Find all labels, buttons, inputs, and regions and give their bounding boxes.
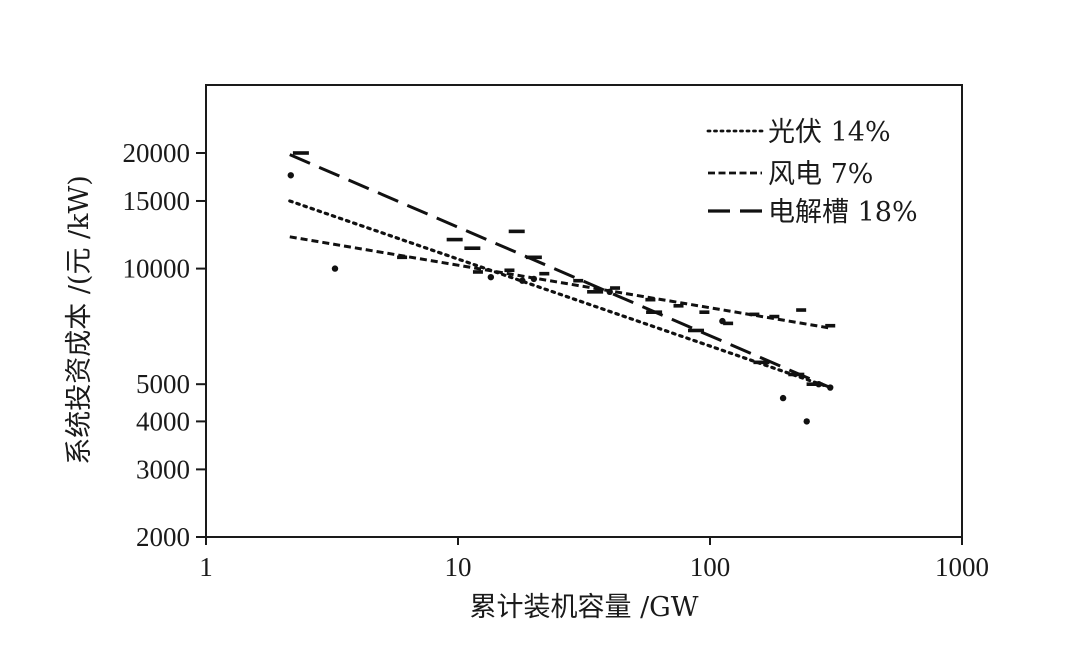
data-point [806, 382, 823, 386]
data-point [539, 271, 550, 276]
y-tick-label: 2000 [136, 522, 190, 552]
data-point [519, 277, 526, 284]
data-point [769, 314, 780, 319]
legend-label: 风电 7% [768, 159, 873, 190]
data-point [573, 278, 584, 283]
x-tick-label: 10 [445, 552, 472, 582]
y-axis-title: 系统投资成本 /(元 /kW) [64, 175, 95, 465]
plot-border [205, 84, 963, 538]
data-point [749, 312, 760, 317]
data-point [331, 265, 339, 272]
x-axis-title: 累计装机容量 /GW [470, 592, 699, 623]
series-layer [287, 151, 836, 425]
data-point [472, 270, 483, 274]
series-1 [289, 235, 836, 330]
y-tick-label: 4000 [136, 406, 190, 436]
data-point [645, 297, 656, 302]
x-axis: 1 10 100 1000 [199, 537, 989, 582]
legend-label: 光伏 14% [768, 117, 891, 148]
x-tick-label: 100 [690, 552, 731, 582]
data-point [397, 255, 408, 260]
legend-label: 电解槽 18% [768, 197, 918, 228]
series-2 [289, 151, 831, 389]
trend-line [289, 153, 831, 389]
x-tick-label: 1000 [935, 552, 989, 582]
data-point [825, 323, 836, 328]
data-point [646, 310, 663, 314]
y-tick-label: 3000 [136, 454, 190, 484]
y-tick-label: 10000 [123, 254, 191, 284]
data-point [487, 273, 495, 281]
data-point [673, 304, 684, 308]
data-point [688, 328, 705, 333]
data-point [287, 172, 294, 179]
trend-line [289, 235, 831, 330]
data-point [796, 308, 807, 312]
data-point [788, 372, 805, 377]
data-point [525, 255, 542, 260]
y-tick-label: 20000 [123, 138, 191, 168]
y-tick-label: 15000 [123, 186, 191, 216]
data-point [446, 237, 463, 242]
data-point [610, 286, 621, 290]
y-tick-label: 5000 [136, 369, 190, 399]
data-point [587, 290, 604, 294]
data-point [753, 360, 770, 365]
data-point [699, 310, 710, 314]
x-tick-label: 1 [199, 552, 213, 582]
data-point [508, 229, 525, 234]
data-point [779, 394, 787, 402]
plot-frame [205, 84, 963, 538]
data-point [464, 246, 481, 251]
data-point [292, 151, 309, 155]
y-axis: 2000 3000 4000 5000 10000 15000 20000 [123, 138, 206, 552]
data-point [723, 321, 734, 326]
data-point [803, 418, 810, 425]
legend: 光伏 14% 风电 7% 电解槽 18% [706, 117, 918, 228]
trend-line [288, 199, 832, 390]
data-point [504, 268, 515, 273]
